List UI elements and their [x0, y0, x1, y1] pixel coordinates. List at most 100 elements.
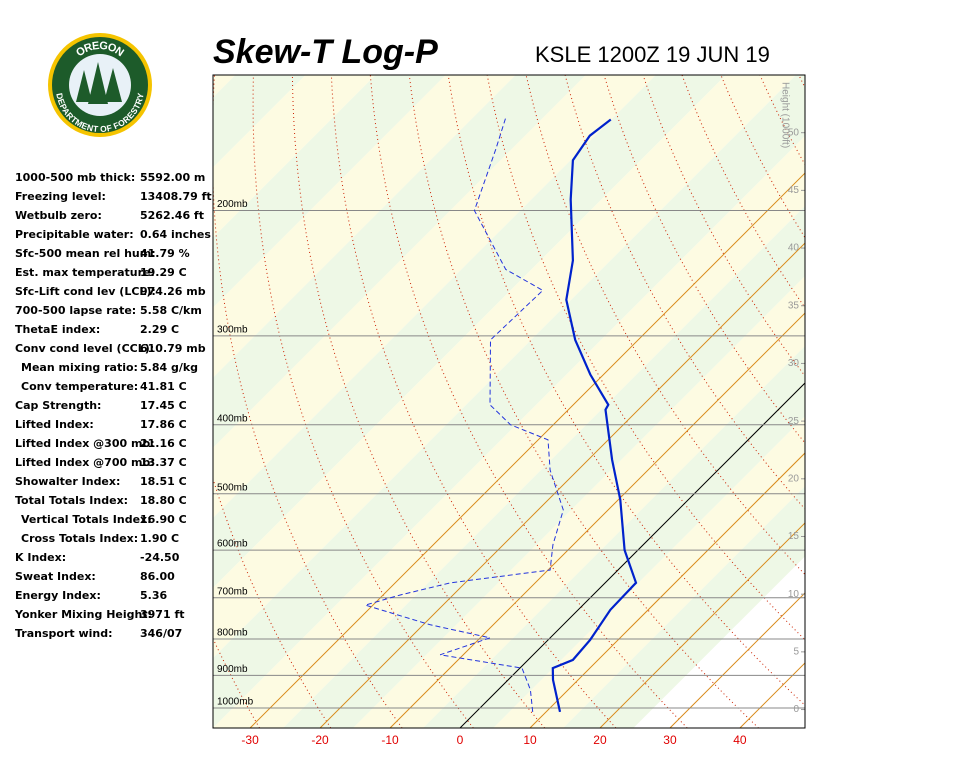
dry-adiabat	[486, 75, 805, 641]
y-tick-label: 900mb	[217, 664, 248, 675]
y2-tick-label: 30	[788, 358, 800, 369]
index-label: 1000-500 mb thick:	[15, 171, 136, 184]
y-tick-label: 700mb	[217, 586, 248, 597]
index-label: Cross Totals Index:	[21, 532, 139, 545]
index-value: 19.29 C	[140, 266, 187, 279]
y-tick-label: 300mb	[217, 324, 248, 335]
dry-adiabat	[447, 75, 805, 706]
logo-trees	[76, 62, 122, 104]
index-value: 13408.79 ft	[140, 190, 212, 203]
index-label: Total Totals Index:	[15, 494, 129, 507]
index-label: Sweat Index:	[15, 570, 96, 583]
y2-axis-label: Height (1000ft)	[779, 82, 790, 148]
index-row: Vertical Totals Index: 16.90 C	[15, 510, 215, 529]
index-label: Vertical Totals Index:	[21, 513, 152, 526]
isotherm	[529, 452, 805, 728]
x-tick-label: -10	[381, 733, 399, 747]
logo-top-text: OREGON	[74, 40, 126, 59]
dry-adiabat	[955, 75, 960, 728]
index-value: 1.90 C	[140, 532, 180, 545]
background-band	[563, 486, 805, 728]
index-row: Cap Strength: 17.45 C	[15, 396, 215, 415]
y2-tick-label: 35	[788, 300, 800, 311]
background-band	[213, 75, 796, 658]
chart-title: Skew-T Log-P	[213, 33, 438, 71]
logo: OREGON DEPARTMENT OF FORESTRY	[48, 33, 152, 137]
y2-tick-label: 20	[788, 473, 800, 484]
index-value: 5262.46 ft	[140, 209, 204, 222]
isotherm	[669, 592, 805, 728]
index-label: Est. max temperature:	[15, 266, 155, 279]
index-value: 3971 ft	[140, 608, 185, 621]
index-row: Showalter Index: 18.51 C	[15, 472, 215, 491]
index-label: Mean mixing ratio:	[21, 361, 138, 374]
x-tick-label: -30	[241, 733, 259, 747]
index-row: Lifted Index @300 mb: 21.16 C	[15, 434, 215, 453]
index-value: 5.36	[140, 589, 168, 602]
y-tick-label: 200mb	[217, 199, 248, 210]
index-label: Lifted Index @700 mb:	[15, 456, 155, 469]
index-value: 346/07	[140, 627, 183, 640]
index-value: -24.50	[140, 551, 180, 564]
index-label: Sfc-500 mean rel hum:	[15, 247, 156, 260]
index-row: Wetbulb zero: 5262.46 ft	[15, 206, 215, 225]
x-tick-label: 40	[733, 733, 747, 747]
index-label: Cap Strength:	[15, 399, 102, 412]
dry-adiabat	[798, 75, 805, 89]
index-row: Mean mixing ratio: 5.84 g/kg	[15, 358, 215, 377]
index-row: Sweat Index: 86.00	[15, 567, 215, 586]
index-label: Wetbulb zero:	[15, 209, 102, 222]
index-label: Sfc-Lift cond lev (LCL):	[15, 285, 156, 298]
index-value: 974.26 mb	[140, 285, 206, 298]
y-tick-label: 600mb	[217, 539, 248, 550]
index-row: Energy Index: 5.36	[15, 586, 215, 605]
y-tick-label: 800mb	[217, 628, 248, 639]
index-row: 1000-500 mb thick: 5592.00 m	[15, 168, 215, 187]
index-row: Sfc-Lift cond lev (LCL): 974.26 mb	[15, 282, 215, 301]
y-tick-label: 500mb	[217, 482, 248, 493]
index-label: ThetaE index:	[15, 323, 101, 336]
index-row: Conv cond level (CCL): 610.79 mb	[15, 339, 215, 358]
y2-tick-label: 0	[793, 704, 799, 715]
isotherm	[459, 382, 805, 728]
index-value: 610.79 mb	[140, 342, 206, 355]
dry-adiabat	[877, 75, 960, 728]
dry-adiabat	[916, 75, 960, 728]
index-row: ThetaE index: 2.29 C	[15, 320, 215, 339]
index-label: Lifted Index @300 mb:	[15, 437, 155, 450]
index-label: Transport wind:	[15, 627, 113, 640]
index-row: Lifted Index @700 mb: 13.37 C	[15, 453, 215, 472]
index-value: 18.80 C	[140, 494, 187, 507]
index-label: Conv temperature:	[21, 380, 139, 393]
dry-adiabat	[838, 75, 960, 728]
index-row: Freezing level: 13408.79 ft	[15, 187, 215, 206]
index-row: Total Totals Index: 18.80 C	[15, 491, 215, 510]
y-tick-label: 400mb	[217, 413, 248, 424]
plot-frame	[212, 74, 806, 729]
index-value: 2.29 C	[140, 323, 180, 336]
index-value: 21.16 C	[140, 437, 187, 450]
index-row: Sfc-500 mean rel hum: 41.79 %	[15, 244, 215, 263]
index-label: 700-500 lapse rate:	[15, 304, 137, 317]
dry-adiabat	[252, 75, 474, 728]
index-label: Lifted Index:	[15, 418, 94, 431]
x-tick-label: -20	[311, 733, 329, 747]
index-value: 86.00	[140, 570, 175, 583]
index-row: Precipitable water: 0.64 inches	[15, 225, 215, 244]
index-label: Showalter Index:	[15, 475, 121, 488]
index-value: 41.81 C	[140, 380, 187, 393]
index-value: 17.45 C	[140, 399, 187, 412]
index-row: Yonker Mixing Height: 3971 ft	[15, 605, 215, 624]
index-row: Lifted Index: 17.86 C	[15, 415, 215, 434]
index-value: 17.86 C	[140, 418, 187, 431]
dry-adiabat	[330, 75, 617, 728]
x-tick-label: 30	[663, 733, 677, 747]
dry-adiabat	[603, 75, 805, 444]
y2-tick-label: 45	[788, 185, 800, 196]
logo-top: OREGON	[74, 40, 126, 59]
index-value: 5.84 g/kg	[140, 361, 199, 374]
index-row: Cross Totals Index: 1.90 C	[15, 529, 215, 548]
index-row: K Index: -24.50	[15, 548, 215, 567]
index-value: 41.79 %	[140, 247, 190, 260]
